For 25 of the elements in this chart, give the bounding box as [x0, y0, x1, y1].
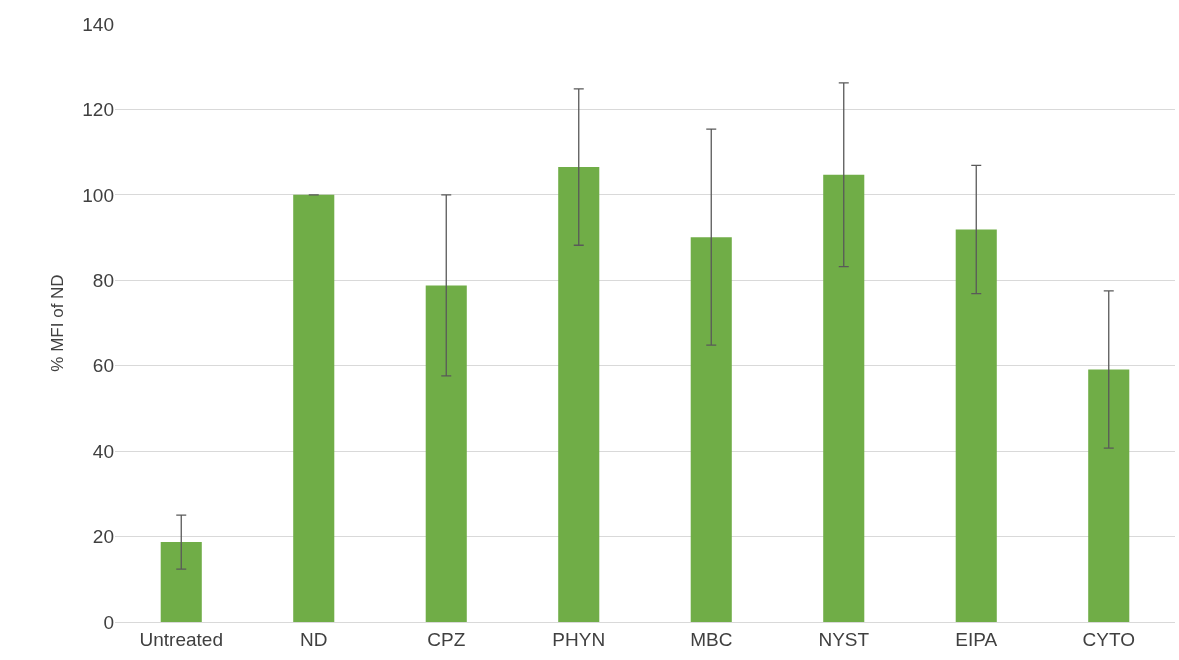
x-tick-label: Untreated [139, 628, 223, 650]
y-axis-title: % MFI of ND [47, 274, 67, 372]
y-tick-label: 140 [82, 13, 114, 35]
y-tick-label: 0 [103, 611, 114, 633]
x-tick-label: MBC [690, 628, 733, 650]
x-tick-label: NYST [818, 628, 870, 650]
x-tick-label: PHYN [552, 628, 606, 650]
x-tick-label: EIPA [955, 628, 998, 650]
bar [160, 542, 202, 622]
x-tick-label: ND [300, 628, 328, 650]
y-tick-label: 40 [92, 440, 114, 462]
bar [690, 237, 732, 622]
y-tick-label: 80 [92, 269, 114, 291]
y-tick-label: 20 [92, 526, 114, 548]
y-tick-label: 100 [82, 184, 114, 206]
bar [1088, 369, 1130, 622]
bar [558, 167, 600, 622]
bar [955, 229, 997, 622]
bar [823, 174, 865, 622]
x-tick-label: CPZ [427, 628, 466, 650]
bar [293, 194, 335, 622]
y-tick-label: 60 [92, 355, 114, 377]
y-tick-label: 120 [82, 99, 114, 121]
x-tick-label: CYTO [1082, 628, 1135, 650]
bar [425, 285, 467, 622]
